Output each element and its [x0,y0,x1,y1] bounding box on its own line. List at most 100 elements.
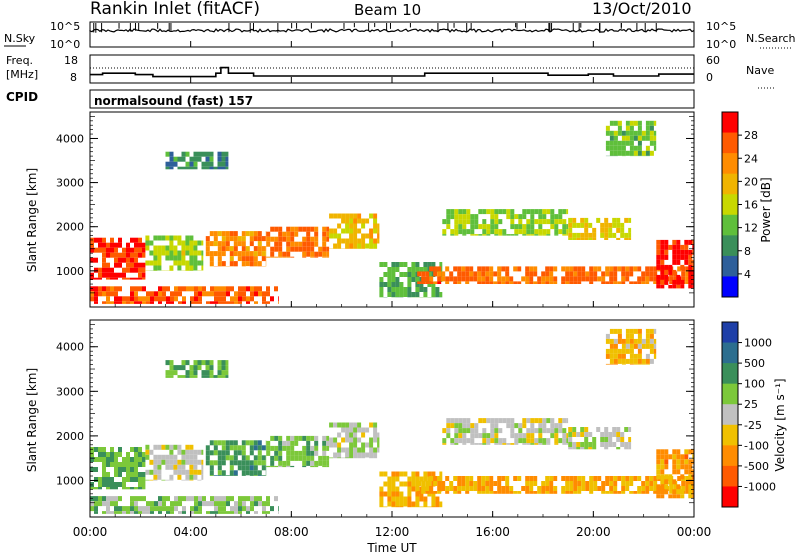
heatmap-cell [692,489,695,495]
heatmap-cell [565,481,570,486]
heatmap-cell [165,479,170,481]
heatmap-cell [106,267,110,273]
heatmap-cell [130,291,134,297]
heatmap-cell [688,469,693,475]
heatmap-cell [403,292,408,297]
heatmap-cell [439,506,443,508]
heatmap-cell [209,475,214,476]
heatmap-cell [458,433,463,439]
heatmap-cell [126,506,130,512]
heatmap-cell [169,375,174,378]
heatmap-cell [653,120,657,126]
heatmap-cell [672,469,677,475]
heatmap-cell [692,459,695,465]
heatmap-cell [411,481,416,487]
heatmap-cell [558,209,563,215]
heatmap-cell [442,438,447,444]
heatmap-cell [545,266,550,272]
heatmap-cell [201,151,206,157]
heatmap-cell [653,281,658,284]
heatmap-cell [435,287,440,292]
heatmap-cell [482,443,487,445]
heatmap-cell [645,476,650,481]
heatmap-cell [494,433,499,439]
heatmap-cell [249,236,254,242]
heatmap-cell [609,343,614,349]
heatmap-cell [150,296,154,302]
heatmap-cell [322,226,327,232]
heatmap-cell [94,296,98,302]
heatmap-cell [106,487,110,490]
heatmap-cell [419,287,424,292]
heatmap-cell [270,460,275,466]
heatmap-cell [509,491,514,494]
heatmap-cell [387,267,392,272]
heatmap-cell [161,479,166,481]
heatmap-cell [153,255,158,261]
heatmap-cell [205,241,210,247]
colorbar-tick-label: -1000 [744,480,776,493]
heatmap-cell [286,455,291,461]
heatmap-cell [182,506,186,512]
heatmap-cell [294,246,299,252]
heatmap-cell [585,276,590,282]
heatmap-cell [106,286,110,292]
heatmap-cell [625,476,630,481]
heatmap-cell [134,247,138,253]
heatmap-cell [138,242,142,248]
heatmap-cell [537,491,542,494]
heatmap-cell [353,452,358,458]
heatmap-cell [489,266,494,272]
heatmap-cell [616,237,621,240]
heatmap-cell [170,296,174,302]
heatmap-cell [533,491,538,494]
heatmap-cell [158,291,162,297]
heatmap-cell [592,447,597,450]
heatmap-cell [181,151,186,157]
heatmap-cell [628,442,632,447]
heatmap-cell [122,467,126,472]
heatmap-cell [481,486,486,491]
xtick-label: 12:00 [375,525,410,539]
heatmap-cell [584,222,589,228]
heatmap-cell [233,241,238,247]
heatmap-cell [466,219,471,225]
heatmap-cell [601,491,606,494]
heatmap-cell [114,467,118,472]
xtick-label: 00:00 [677,525,712,539]
heatmap-cell [189,161,194,167]
heatmap-cell [572,217,577,223]
heatmap-cell [656,489,661,495]
heatmap-cell [617,328,622,334]
heatmap-cell [185,235,190,241]
heatmap-cell [407,292,412,297]
heatmap-cell [173,161,178,167]
heatmap-cell [306,450,311,456]
heatmap-cell [142,506,146,512]
heatmap-cell [194,286,198,292]
heatmap-cell [302,455,307,461]
noise-trace [89,23,695,33]
heatmap-cell [373,452,378,458]
heatmap-cell [110,286,114,292]
heatmap-cell [558,219,563,225]
heatmap-cell [486,418,491,424]
heatmap-cell [234,301,238,304]
heatmap-cell [210,496,214,502]
heatmap-cell [197,260,202,266]
heatmap-cell [361,447,366,453]
heatmap-cell [122,272,126,278]
heatmap-cell [98,291,102,297]
heatmap-cell [629,343,634,349]
heatmap-cell [656,249,661,255]
heatmap-cell [278,440,283,446]
heatmap-cell [266,440,271,446]
heatmap-cell [226,301,230,304]
heatmap-cell [425,481,430,486]
heatmap-cell [454,418,459,424]
heatmap-cell [193,449,198,455]
heatmap-cell [478,209,483,215]
heatmap-cell [130,277,134,280]
heatmap-cell [526,433,531,439]
heatmap-cell [537,276,542,282]
